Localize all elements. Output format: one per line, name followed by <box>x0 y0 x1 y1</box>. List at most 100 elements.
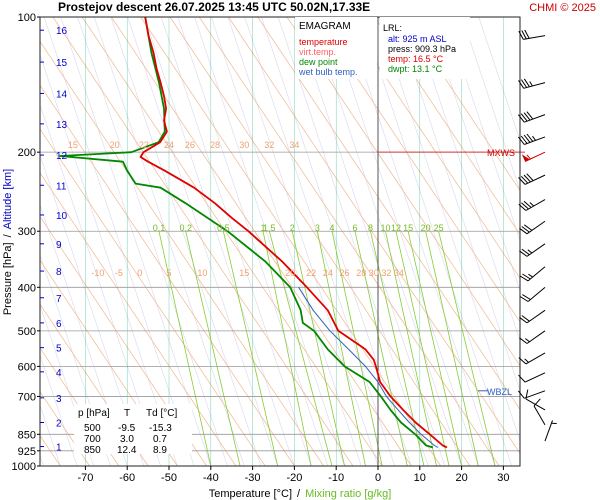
dry-adiabat-label: 34 <box>289 140 299 150</box>
moist-adiabat-line <box>328 17 479 466</box>
moist-adiabat-line <box>478 17 520 142</box>
altitude-label: 15 <box>56 58 68 69</box>
moist-adiabat-label: 5 <box>166 268 171 278</box>
wind-barb <box>519 220 546 235</box>
y-tick-label: 100 <box>18 12 36 24</box>
dry-adiabat-label: 30 <box>239 140 249 150</box>
x-tick-label: 10 <box>414 472 426 484</box>
lrl-dwpt: dwpt: 13.1 °C <box>388 64 443 74</box>
mixing-ratio-line <box>291 231 345 466</box>
moist-adiabat-label: 22 <box>306 268 316 278</box>
moist-adiabat-line <box>277 17 429 466</box>
y-axis-label-pressure: Pressure [hPa] <box>2 242 14 315</box>
moist-adiabat-line <box>0 17 10 466</box>
wind-barb <box>518 111 546 123</box>
level-markers <box>378 151 525 392</box>
wind-barb <box>519 266 546 282</box>
moist-adiabat-label: 26 <box>340 268 350 278</box>
table-row-0-t: -9.5 <box>118 423 136 434</box>
table-row-2-p: 850 <box>84 445 101 456</box>
y-tick-label: 700 <box>18 391 36 403</box>
altitude-label: 8 <box>56 267 62 278</box>
dry-adiabat-label: 26 <box>185 140 195 150</box>
moist-adiabat-label: 30 <box>369 268 379 278</box>
moist-adiabat-line <box>110 17 262 466</box>
mixing-ratio-label: 15 <box>403 223 413 233</box>
altitude-label: 3 <box>56 394 62 405</box>
y-tick-label: 1000 <box>12 461 36 473</box>
dry-adiabat-line <box>40 347 120 466</box>
dry-adiabat-line <box>40 128 266 466</box>
mixing-ratio-line <box>158 231 212 466</box>
wind-barbs <box>518 29 557 442</box>
dry-adiabat-line <box>257 17 520 411</box>
x-tick-label: -40 <box>203 472 219 484</box>
altitude-label: 4 <box>56 368 62 379</box>
mixing-ratio-line <box>395 231 450 466</box>
y-axis-title: Pressure [hPa] / Altitude [km] <box>2 169 14 315</box>
mixing-ratio-lines <box>158 231 496 466</box>
lrl-alt: alt: 925 m ASL <box>388 34 447 44</box>
isotherms <box>85 17 504 466</box>
moist-adiabat-line <box>40 354 78 466</box>
x-axis-label-mixing: Mixing ratio [g/kg] <box>305 488 391 500</box>
dry-adiabat-line <box>40 172 237 466</box>
x-tick-label: 20 <box>455 472 467 484</box>
mixing-ratio-line <box>354 231 408 466</box>
wind-barb <box>518 390 546 399</box>
dry-adiabat-label: 22 <box>139 140 149 150</box>
dry-adiabat-line <box>315 17 520 323</box>
altitude-label: 11 <box>56 181 67 192</box>
table-background <box>74 404 192 454</box>
mixing-ratio-line <box>331 231 383 466</box>
table-row-2-t: 12.4 <box>117 445 137 456</box>
dry-adiabat-line <box>52 17 354 466</box>
mixing-ratio-line <box>438 231 496 466</box>
legend-title: EMAGRAM <box>299 21 351 32</box>
moist-adiabat-line <box>40 153 145 466</box>
wind-barb <box>518 29 546 40</box>
altitude-axis: 16 15 14 13 12 11 10 9 8 7 6 5 4 3 2 1 <box>40 26 68 454</box>
dry-adiabat-line <box>0 17 2 466</box>
lrl-temp: temp: 16.5 °C <box>388 54 444 64</box>
altitude-label: 7 <box>56 294 62 305</box>
altitude-label: 9 <box>56 240 62 251</box>
profile-dew-point <box>59 17 434 449</box>
legend-background <box>295 17 377 79</box>
mixing-ratio-line <box>407 231 462 466</box>
mixing-ratio-label: 25 <box>434 223 444 233</box>
wind-barb <box>533 398 546 426</box>
y-axis-label-separator: / <box>2 233 14 237</box>
legend-item-virt-temp: virt.temp. <box>299 47 336 57</box>
altitude-label: 12 <box>56 151 68 162</box>
dry-adiabat-label: 32 <box>264 140 274 150</box>
mixing-ratio-line <box>222 231 279 466</box>
moist-adiabat-line <box>40 53 178 466</box>
dry-adiabat-line <box>286 17 520 367</box>
y-tick-label: 300 <box>18 226 36 238</box>
x-tick-label: 0 <box>375 472 381 484</box>
profile-wet-bulb-temp <box>298 287 439 448</box>
wind-barb <box>518 372 546 383</box>
mixing-ratio-line <box>370 231 425 466</box>
dry-adiabat-line <box>403 17 520 192</box>
wind-barb <box>519 309 546 324</box>
mixing-ratio-label: 0.5 <box>217 223 230 233</box>
mixing-ratio-line <box>185 231 241 466</box>
table-row-2-td: 8.9 <box>153 445 167 456</box>
altitude-label: 6 <box>56 319 62 330</box>
wind-barb <box>519 286 546 302</box>
lrl-press: press: 909.3 hPa <box>388 44 456 54</box>
table-row-0-p: 500 <box>84 423 101 434</box>
moist-adiabat-line <box>227 17 379 466</box>
x-tick-label: 30 <box>497 472 509 484</box>
mixing-ratio-label: 8 <box>368 223 373 233</box>
dry-adiabat-label: 28 <box>210 140 220 150</box>
table-header-p: p [hPa] <box>78 408 110 419</box>
moist-adiabat-line <box>445 17 520 242</box>
grid-labels: 15 20 22 24 26 28 30 32 34-10 -5 0 5 10 15 20 22 24 26 28 3… <box>68 140 515 397</box>
wind-barb <box>525 389 546 411</box>
mixing-ratio-line <box>262 231 312 466</box>
moist-adiabat-label: 20 <box>285 268 295 278</box>
dry-adiabat-line <box>40 84 295 466</box>
